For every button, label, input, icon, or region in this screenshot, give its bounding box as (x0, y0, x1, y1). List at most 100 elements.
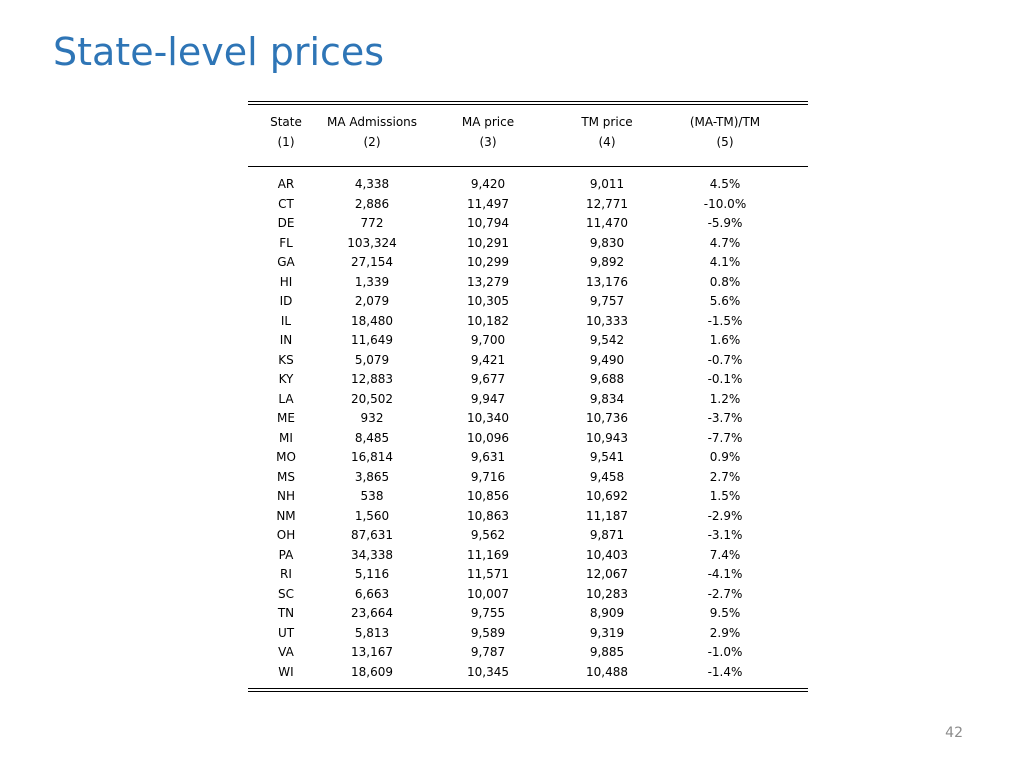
cell-state: ID (279, 294, 293, 308)
table-row: DE 772 10,794 11,470 -5.9% (248, 214, 808, 234)
table-row: FL 103,324 10,291 9,830 4.7% (248, 234, 808, 254)
cell-ma-tm-ratio: 0.8% (709, 274, 741, 289)
cell-ma-price: 10,863 (467, 508, 509, 523)
cell-state: FL (279, 235, 293, 250)
cell-tm-price: 8,909 (589, 606, 625, 620)
cell-ma-price: 10,182 (467, 313, 509, 328)
cell-ma-price: 9,677 (470, 372, 506, 386)
cell-tm-price: 9,458 (589, 469, 625, 484)
cell-ma-price: 10,007 (467, 586, 509, 601)
table-row: IL 18,480 10,182 10,333 -1.5% (248, 312, 808, 332)
cell-tm-price: 9,319 (589, 625, 625, 640)
cell-ma-tm-ratio: 1.6% (709, 333, 741, 347)
cell-ma-tm-ratio: 7.4% (709, 547, 741, 562)
table-row: ID 2,079 10,305 9,757 5.6% (248, 292, 808, 312)
state-prices-table: State MA Admissions MA price TM price (M… (248, 105, 808, 166)
cell-ma-admissions: 2,079 (354, 294, 390, 308)
cell-state: DE (277, 216, 295, 230)
cell-ma-price: 11,169 (467, 547, 509, 562)
cell-ma-admissions: 18,609 (351, 664, 393, 679)
cell-ma-tm-ratio: -3.1% (707, 528, 743, 542)
cell-ma-admissions: 11,649 (351, 333, 393, 347)
cell-ma-tm-ratio: 4.1% (709, 255, 741, 269)
cell-state: TN (277, 606, 295, 620)
cell-ma-tm-ratio: -0.7% (707, 352, 743, 367)
cell-ma-admissions: 5,813 (354, 625, 390, 640)
cell-ma-admissions: 1,560 (354, 508, 390, 523)
cell-ma-admissions: 23,664 (351, 606, 393, 620)
cell-state: IL (280, 313, 292, 328)
cell-ma-tm-ratio: 1.5% (709, 489, 741, 503)
cell-ma-admissions: 12,883 (351, 372, 393, 386)
table-row: PA 34,338 11,169 10,403 7.4% (248, 546, 808, 566)
cell-ma-price: 10,305 (467, 294, 509, 308)
table-row: KY 12,883 9,677 9,688 -0.1% (248, 370, 808, 390)
cell-tm-price: 9,688 (589, 372, 625, 386)
cell-ma-tm-ratio: 1.2% (709, 391, 741, 406)
cell-ma-price: 10,345 (467, 664, 509, 679)
cell-state: VA (278, 645, 294, 659)
cell-state: PA (278, 547, 294, 562)
cell-tm-price: 9,541 (589, 450, 625, 464)
cell-ma-admissions: 87,631 (351, 528, 393, 542)
cell-tm-price: 9,834 (589, 391, 625, 406)
cell-ma-admissions: 27,154 (351, 255, 393, 269)
table-row: IN 11,649 9,700 9,542 1.6% (248, 331, 808, 351)
cell-ma-admissions: 538 (360, 489, 384, 503)
table-row: NH 538 10,856 10,692 1.5% (248, 487, 808, 507)
cell-tm-price: 12,771 (586, 196, 628, 211)
cell-state: NM (276, 508, 296, 523)
cell-ma-tm-ratio: -1.5% (707, 313, 743, 328)
cell-state: CT (278, 196, 294, 211)
cell-ma-price: 13,279 (467, 274, 509, 289)
cell-state: AR (277, 177, 295, 191)
cell-ma-admissions: 103,324 (347, 235, 397, 250)
table-header-rule (248, 166, 808, 167)
cell-tm-price: 9,830 (589, 235, 625, 250)
header-state: State (270, 115, 302, 129)
table-row: ME 932 10,340 10,736 -3.7% (248, 409, 808, 429)
cell-tm-price: 10,943 (586, 430, 628, 445)
cell-ma-admissions: 4,338 (354, 177, 390, 191)
table-row: LA 20,502 9,947 9,834 1.2% (248, 390, 808, 410)
cell-tm-price: 11,187 (586, 508, 628, 523)
cell-ma-admissions: 3,865 (354, 469, 390, 484)
table-row: MI 8,485 10,096 10,943 -7.7% (248, 429, 808, 449)
table-row: SC 6,663 10,007 10,283 -2.7% (248, 585, 808, 605)
cell-ma-price: 9,755 (470, 606, 506, 620)
column-number-row: (1) (2) (3) (4) (5) (248, 130, 808, 154)
state-prices-table-container: State MA Admissions MA price TM price (M… (248, 101, 808, 692)
cell-tm-price: 9,757 (589, 294, 625, 308)
cell-state: SC (278, 586, 294, 601)
cell-tm-price: 10,333 (586, 313, 628, 328)
cell-ma-price: 9,562 (470, 528, 506, 542)
cell-ma-tm-ratio: 4.5% (709, 177, 741, 191)
cell-ma-admissions: 2,886 (354, 196, 390, 211)
cell-ma-price: 10,856 (467, 489, 509, 503)
cell-state: NH (277, 489, 295, 503)
cell-ma-price: 10,794 (467, 216, 509, 230)
cell-ma-admissions: 1,339 (354, 274, 390, 289)
column-number: (4) (598, 135, 616, 149)
cell-ma-price: 9,947 (470, 391, 506, 406)
cell-ma-tm-ratio: 2.7% (709, 469, 741, 484)
header-ma-admissions: MA Admissions (326, 115, 418, 129)
cell-state: KY (278, 372, 294, 386)
cell-ma-tm-ratio: 5.6% (709, 294, 741, 308)
cell-ma-tm-ratio: -2.9% (707, 508, 743, 523)
table-row: OH 87,631 9,562 9,871 -3.1% (248, 526, 808, 546)
cell-tm-price: 9,885 (589, 645, 625, 659)
cell-state: MI (279, 430, 293, 445)
slide-title: State-level prices (53, 30, 385, 74)
cell-ma-tm-ratio: -7.7% (707, 430, 743, 445)
cell-ma-price: 9,716 (470, 469, 506, 484)
cell-state: ME (277, 411, 295, 425)
header-tm-price: TM price (581, 115, 633, 129)
table-row: TN 23,664 9,755 8,909 9.5% (248, 604, 808, 624)
table-row: MO 16,814 9,631 9,541 0.9% (248, 448, 808, 468)
table-top-rule (248, 101, 808, 105)
cell-tm-price: 12,067 (586, 567, 628, 581)
cell-ma-admissions: 20,502 (351, 391, 393, 406)
cell-ma-price: 9,421 (470, 352, 506, 367)
cell-ma-price: 9,420 (470, 177, 506, 191)
